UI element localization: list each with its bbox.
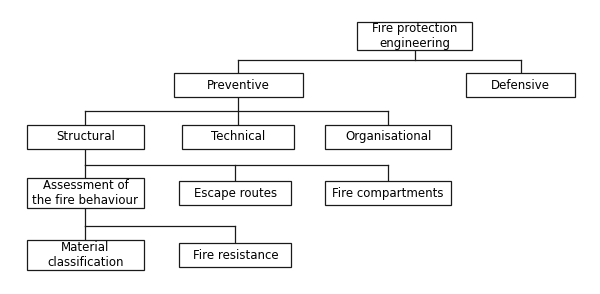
FancyBboxPatch shape — [358, 22, 472, 50]
Text: Material
classification: Material classification — [47, 241, 124, 269]
Text: Fire resistance: Fire resistance — [193, 248, 278, 262]
FancyBboxPatch shape — [179, 181, 291, 205]
Text: Preventive: Preventive — [207, 78, 269, 91]
Text: Escape routes: Escape routes — [194, 187, 277, 200]
Text: Structural: Structural — [56, 131, 115, 143]
FancyBboxPatch shape — [466, 73, 575, 97]
FancyBboxPatch shape — [325, 125, 451, 149]
FancyBboxPatch shape — [173, 73, 303, 97]
FancyBboxPatch shape — [182, 125, 294, 149]
FancyBboxPatch shape — [26, 125, 144, 149]
FancyBboxPatch shape — [179, 243, 291, 267]
Text: Assessment of
the fire behaviour: Assessment of the fire behaviour — [32, 179, 139, 207]
Text: Fire compartments: Fire compartments — [332, 187, 444, 200]
FancyBboxPatch shape — [325, 181, 451, 205]
FancyBboxPatch shape — [26, 178, 144, 208]
Text: Defensive: Defensive — [491, 78, 550, 91]
FancyBboxPatch shape — [26, 240, 144, 270]
Text: Organisational: Organisational — [345, 131, 431, 143]
Text: Fire protection
engineering: Fire protection engineering — [372, 22, 457, 50]
Text: Technical: Technical — [211, 131, 265, 143]
